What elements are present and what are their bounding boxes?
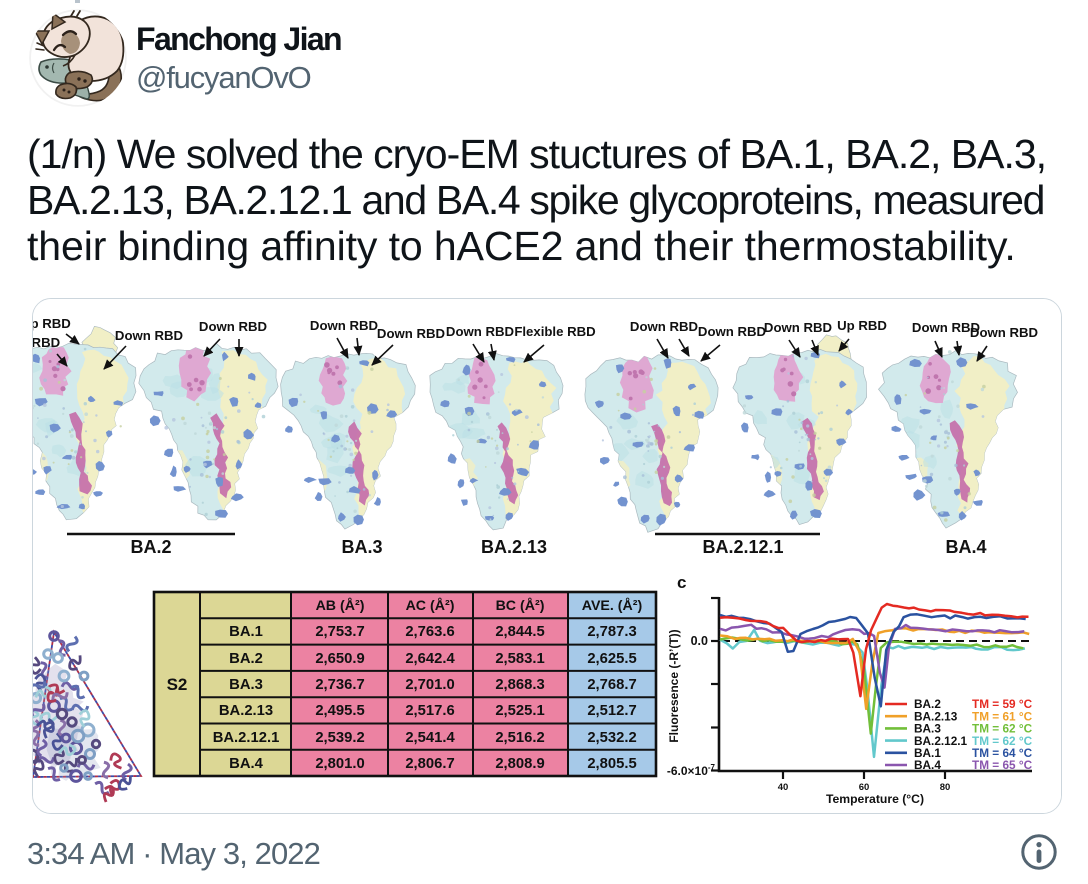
svg-text:Up RBD: Up RBD bbox=[32, 316, 70, 331]
svg-text:BA.2: BA.2 bbox=[914, 697, 941, 711]
svg-text:BA.4: BA.4 bbox=[945, 537, 986, 557]
svg-text:2,541.4: 2,541.4 bbox=[405, 730, 455, 746]
svg-text:Flexible RBD: Flexible RBD bbox=[514, 324, 595, 339]
svg-text:2,844.5: 2,844.5 bbox=[495, 624, 544, 640]
svg-text:BA.2.13: BA.2.13 bbox=[914, 709, 958, 723]
svg-text:60: 60 bbox=[858, 782, 869, 793]
svg-text:S2: S2 bbox=[166, 675, 187, 694]
svg-text:BC (Å²): BC (Å²) bbox=[495, 597, 544, 614]
svg-text:AC (Å²): AC (Å²) bbox=[405, 597, 454, 614]
svg-text:2,532.2: 2,532.2 bbox=[587, 730, 636, 746]
svg-text:Fluoresence (-R’(T)): Fluoresence (-R’(T)) bbox=[667, 629, 681, 742]
svg-text:AB (Å²): AB (Å²) bbox=[315, 597, 364, 614]
svg-text:BA.3: BA.3 bbox=[341, 537, 382, 557]
svg-text:2,650.9: 2,650.9 bbox=[315, 651, 364, 667]
svg-text:BA.1: BA.1 bbox=[914, 746, 941, 760]
svg-text:0.0: 0.0 bbox=[690, 634, 707, 648]
svg-text:40: 40 bbox=[777, 782, 788, 793]
svg-text:AVE. (Å²): AVE. (Å²) bbox=[581, 597, 642, 614]
svg-text:TM = 61 °C: TM = 61 °C bbox=[972, 709, 1033, 723]
svg-text:2,808.9: 2,808.9 bbox=[495, 756, 544, 772]
svg-text:BA.4: BA.4 bbox=[229, 756, 263, 772]
svg-text:2,736.7: 2,736.7 bbox=[315, 677, 364, 693]
svg-text:80: 80 bbox=[939, 782, 950, 793]
svg-text:Down RBD: Down RBD bbox=[911, 320, 979, 335]
svg-text:TM = 65 °C: TM = 65 °C bbox=[972, 758, 1033, 772]
svg-text:Down RBD: Down RBD bbox=[697, 324, 765, 339]
svg-text:BA.2: BA.2 bbox=[130, 537, 171, 557]
svg-text:2,805.5: 2,805.5 bbox=[587, 756, 636, 772]
svg-text:BA.2.12.1: BA.2.12.1 bbox=[702, 537, 783, 557]
svg-text:TM = 64 °C: TM = 64 °C bbox=[972, 746, 1033, 760]
svg-text:Down RBD: Down RBD bbox=[309, 318, 377, 333]
svg-text:2,539.2: 2,539.2 bbox=[315, 730, 364, 746]
svg-text:Down RBD: Down RBD bbox=[629, 319, 697, 334]
svg-text:Down RBD: Down RBD bbox=[198, 319, 266, 334]
svg-text:2,753.7: 2,753.7 bbox=[315, 624, 364, 640]
svg-text:2,642.4: 2,642.4 bbox=[405, 651, 455, 667]
svg-text:2,512.7: 2,512.7 bbox=[587, 703, 636, 719]
svg-text:Down RBD: Down RBD bbox=[445, 324, 513, 339]
svg-text:-6.0×10-7: -6.0×10-7 bbox=[666, 763, 715, 778]
svg-text:2,868.3: 2,868.3 bbox=[495, 677, 544, 693]
svg-text:BA.2.12.1: BA.2.12.1 bbox=[212, 730, 279, 746]
svg-text:TM = 62 °C: TM = 62 °C bbox=[972, 733, 1033, 747]
svg-text:BA.3: BA.3 bbox=[229, 677, 263, 693]
svg-text:BA.3: BA.3 bbox=[914, 721, 941, 735]
svg-text:BA.2.13: BA.2.13 bbox=[480, 537, 546, 557]
svg-text:2,806.7: 2,806.7 bbox=[405, 756, 454, 772]
svg-text:BA.2: BA.2 bbox=[229, 651, 263, 667]
svg-text:2,625.5: 2,625.5 bbox=[587, 651, 636, 667]
svg-text:2,495.5: 2,495.5 bbox=[315, 703, 364, 719]
svg-text:TM = 62 °C: TM = 62 °C bbox=[972, 721, 1033, 735]
svg-text:BA.1: BA.1 bbox=[229, 624, 263, 640]
svg-text:2,801.0: 2,801.0 bbox=[315, 756, 364, 772]
svg-text:2,583.1: 2,583.1 bbox=[495, 651, 544, 667]
svg-text:2,763.6: 2,763.6 bbox=[405, 624, 454, 640]
svg-text:BA.4: BA.4 bbox=[914, 758, 941, 772]
svg-text:2,525.1: 2,525.1 bbox=[495, 703, 544, 719]
svg-text:BA.2.12.1: BA.2.12.1 bbox=[914, 733, 968, 747]
svg-text:Down RBD: Down RBD bbox=[763, 320, 831, 335]
svg-text:Down RBD: Down RBD bbox=[969, 325, 1037, 340]
svg-text:2,701.0: 2,701.0 bbox=[405, 677, 454, 693]
svg-text:Temperature (°C): Temperature (°C) bbox=[825, 792, 923, 806]
svg-text:Down RBD: Down RBD bbox=[376, 326, 444, 341]
svg-text:2,768.7: 2,768.7 bbox=[587, 677, 636, 693]
svg-text:2,787.3: 2,787.3 bbox=[587, 624, 636, 640]
svg-text:Up RBD: Up RBD bbox=[837, 318, 887, 333]
svg-text:BA.2.13: BA.2.13 bbox=[218, 703, 272, 719]
svg-text:Down RBD: Down RBD bbox=[32, 335, 60, 350]
svg-text:2,517.6: 2,517.6 bbox=[405, 703, 454, 719]
svg-text:TM = 59 °C: TM = 59 °C bbox=[972, 697, 1033, 711]
svg-text:c: c bbox=[677, 573, 686, 592]
svg-text:Down RBD: Down RBD bbox=[114, 328, 182, 343]
svg-text:2,516.2: 2,516.2 bbox=[495, 730, 544, 746]
